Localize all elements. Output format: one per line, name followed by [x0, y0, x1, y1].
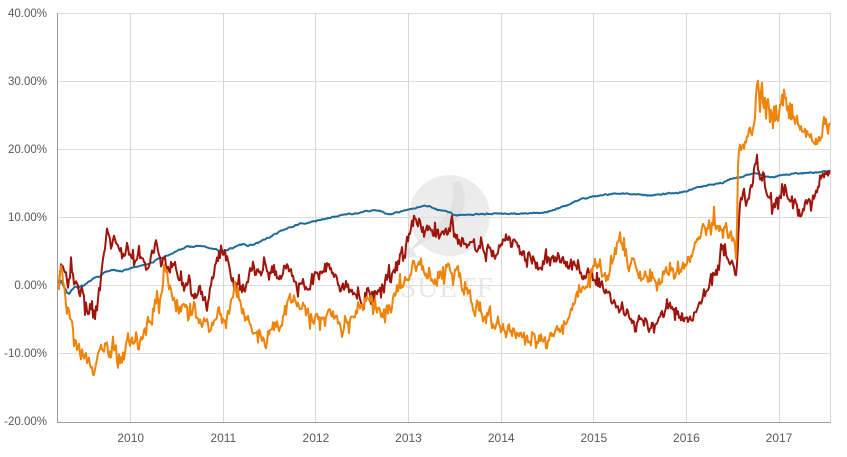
svg-text:2012: 2012 — [303, 431, 330, 445]
svg-text:2016: 2016 — [673, 431, 700, 445]
svg-text:30.00%: 30.00% — [8, 76, 47, 88]
svg-text:-20.00%: -20.00% — [4, 416, 47, 428]
svg-text:10.00%: 10.00% — [8, 212, 47, 224]
svg-text:2014: 2014 — [488, 431, 515, 445]
svg-text:SUETF: SUETF — [400, 272, 494, 304]
svg-text:2015: 2015 — [580, 431, 607, 445]
svg-text:-10.00%: -10.00% — [4, 348, 47, 360]
svg-text:20.00%: 20.00% — [8, 144, 47, 156]
svg-text:0.00%: 0.00% — [14, 280, 47, 292]
svg-text:40.00%: 40.00% — [8, 8, 47, 20]
svg-text:2010: 2010 — [117, 431, 144, 445]
svg-text:2017: 2017 — [766, 431, 793, 445]
svg-text:2013: 2013 — [395, 431, 422, 445]
svg-text:2011: 2011 — [210, 431, 236, 445]
